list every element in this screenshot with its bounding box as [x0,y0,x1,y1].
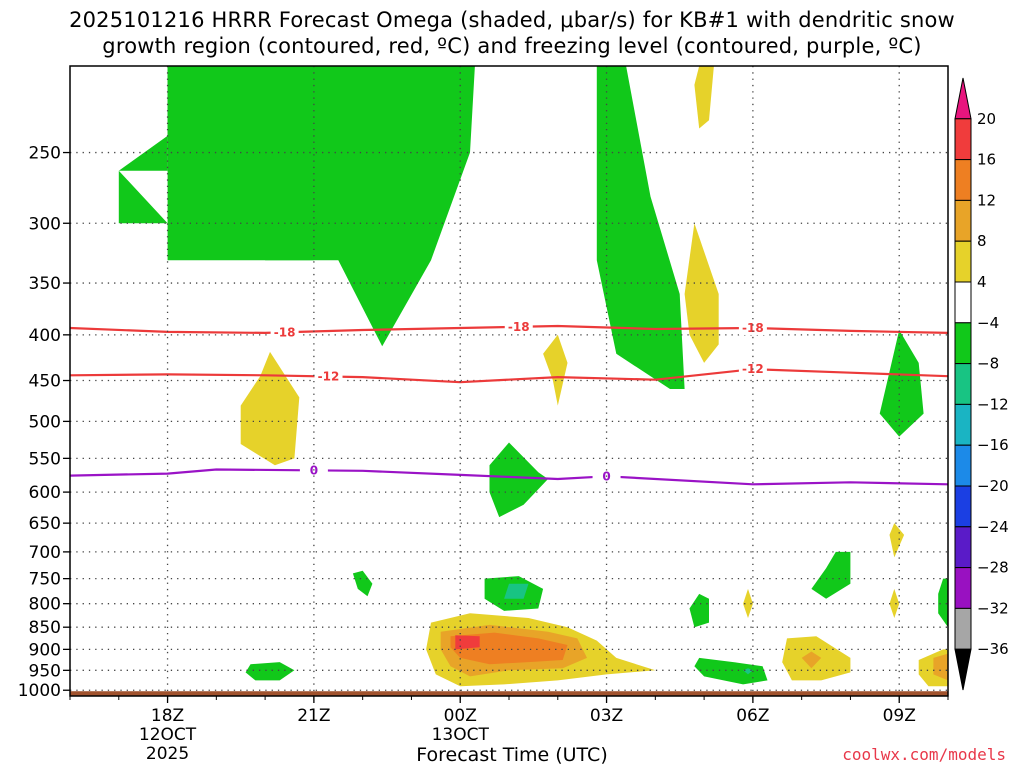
omega-region-3 [879,330,924,437]
colorbar-label-4: 4 [977,273,987,291]
colorbar-label-9: −20 [977,477,1009,495]
x-tick-label-00Z: 00Z [444,706,477,726]
y-tick-label-850: 850 [29,618,61,638]
y-tick-label-400: 400 [29,326,61,346]
colorbar-label-6: −8 [977,355,999,373]
colorbar-swatch-6 [954,322,972,365]
contour-label-0-1: -18 [508,320,530,334]
omega-region-8 [689,593,709,628]
colorbar-swatch-11 [954,526,972,569]
colorbar-label-11: −28 [977,559,1009,577]
omega-region-27 [455,635,480,650]
y-tick-label-500: 500 [29,412,61,432]
colorbar-swatch-7 [954,363,972,405]
colorbar-swatch-10 [954,485,972,528]
colorbar-swatch-9 [954,444,972,487]
y-tick-label-300: 300 [29,214,61,234]
omega-region-13 [694,66,714,129]
omega-region-12 [504,583,529,599]
credit-text: coolwx.com/models [842,745,1006,764]
colorbar-label-1: 16 [977,151,996,169]
contour-label-bg [738,319,767,335]
omega-region-2 [596,66,685,389]
x-tick-label-09Z: 09Z [883,706,916,726]
contour-label-1-0: -12 [318,369,340,383]
omega-region-1 [118,66,314,261]
y-tick-label-700: 700 [29,543,61,563]
y-tick-label-250: 250 [29,144,61,164]
ground-surface [70,691,948,696]
y-tick-label-600: 600 [29,483,61,503]
y-tick-label-750: 750 [29,570,61,590]
colorbar-swatch-4 [954,240,972,283]
colorbar-cap-top [954,77,972,120]
omega-region-7 [245,662,295,681]
colorbar-label-2: 12 [977,191,996,209]
y-tick-label-550: 550 [29,449,61,469]
chart-subtitle: growth region (contoured, red, ºC) and f… [102,34,922,58]
x-tick-label-06Z: 06Z [736,706,769,726]
colorbar-label-8: −16 [977,436,1009,454]
contour-label-bg [314,368,343,384]
omega-region-4 [489,442,548,518]
colorbar-label-12: −32 [977,599,1009,617]
omega-region-24 [801,651,822,669]
y-tick-label-350: 350 [29,274,61,294]
omega-region-25 [933,653,948,681]
colorbar-swatch-1 [954,118,972,161]
x-tick-label-21Z: 21Z [297,706,330,726]
colorbar-cap-bottom [954,648,972,691]
colorbar-swatch-12 [954,567,972,609]
x-tick-sublabel: 12OCT [139,725,197,745]
colorbar-label-5: −4 [977,314,999,332]
omega-region-15 [543,334,568,406]
y-tick-label-650: 650 [29,514,61,534]
colorbar-swatch-5 [954,281,972,324]
y-tick-label-450: 450 [29,372,61,392]
colorbar-label-7: −12 [977,395,1009,413]
omega-region-18 [743,588,753,618]
y-tick-label-1000: 1000 [18,681,61,701]
omega-region-26 [450,632,568,665]
x-axis-label: Forecast Time (UTC) [416,744,608,766]
y-tick-label-900: 900 [29,640,61,660]
contour-line-2 [70,468,948,486]
omega-region-17 [889,523,905,558]
x-tick-label-18Z: 18Z [151,706,184,726]
omega-region-19 [889,588,900,618]
contour-label-bg [270,324,299,340]
omega-region-9 [694,657,768,685]
colorbar-label-13: −36 [977,640,1009,658]
omega-region-5 [352,570,373,597]
colorbar-label-10: −24 [977,518,1009,536]
colorbar-label-3: 8 [977,232,987,250]
colorbar-swatch-2 [954,159,972,201]
contour-label-0-0: -18 [274,325,296,339]
omega-region-10 [811,551,851,599]
y-tick-label-950: 950 [29,661,61,681]
x-tick-sublabel: 13OCT [432,725,490,745]
chart-title: 2025101216 HRRR Forecast Omega (shaded, … [69,8,955,32]
omega-region-11 [938,578,948,628]
y-tick-label-800: 800 [29,595,61,615]
colorbar-swatch-13 [954,607,972,650]
colorbar-swatch-8 [954,403,972,446]
colorbar-label-0: 20 [977,110,996,128]
x-tick-label-03Z: 03Z [590,706,623,726]
contour-label-bg [504,318,533,334]
omega-region-14 [684,223,719,363]
x-tick-sublabel: 2025 [146,744,189,764]
contour-label-0-2: -18 [742,321,764,335]
omega-region-16 [240,351,300,466]
contour-line-1 [70,368,948,384]
colorbar-swatch-3 [954,199,972,242]
